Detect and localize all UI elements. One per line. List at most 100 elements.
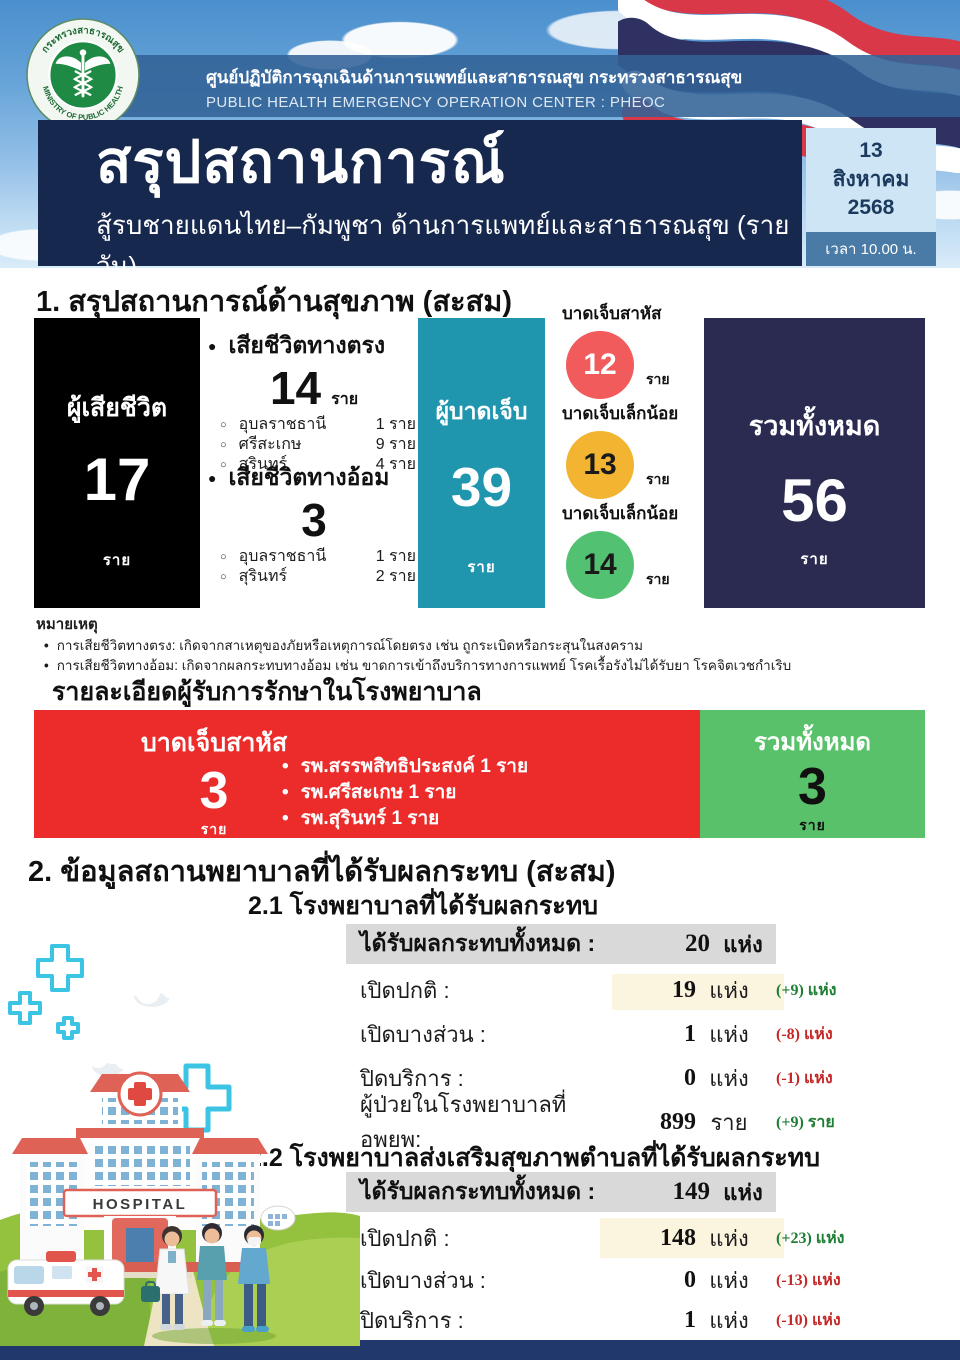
severe-label: บาดเจ็บสาหัส	[140, 729, 288, 757]
treated-total-value: 3	[798, 758, 827, 816]
deaths-value: 17	[83, 446, 151, 513]
caduceus-snakes	[72, 69, 94, 97]
injured-value: 39	[450, 456, 513, 518]
injured-label: ผู้บาดเจ็บ	[435, 398, 528, 424]
indirect-deaths-group: เสียชีวิตทางอ้อม 3 อุบลราชธานี1 ราย สุริ…	[208, 460, 420, 586]
injured-unit: ราย	[467, 559, 496, 576]
deaths-label: ผู้เสียชีวิต	[66, 394, 168, 422]
deaths-stat-box: ผู้เสียชีวิต 17 ราย	[34, 318, 200, 608]
hospital-item: รพ.ศรีสะเกษ 1 ราย	[282, 780, 528, 806]
report-title: สรุปสถานการณ์	[96, 130, 506, 195]
red-cross-emblem	[117, 1071, 163, 1117]
row-highlight	[600, 1218, 784, 1258]
injury-severe-block: บาดเจ็บสาหัส 12 ราย	[556, 300, 706, 399]
direct-deaths-number: 14	[269, 362, 322, 414]
injury-severe-unit: ราย	[646, 371, 670, 387]
injury-minor-block: บาดเจ็บเล็กน้อย 14 ราย	[556, 500, 706, 599]
severe-unit: ราย	[200, 821, 228, 837]
patient-figure	[238, 1225, 270, 1332]
note-item: การเสียชีวิตทางตรง: เกิดจากสาเหตุของภัยห…	[36, 636, 936, 656]
hospital-item: รพ.สุรินทร์ 1 ราย	[282, 806, 528, 832]
severe-hospital-list: รพ.สรรพสิทธิประสงค์ 1 ราย รพ.ศรีสะเกษ 1 …	[282, 754, 528, 832]
hill-back	[0, 1206, 360, 1346]
change-badge: (-10) แห่ง	[776, 1311, 841, 1329]
notes: หมายเหตุ การเสียชีวิตทางตรง: เกิดจากสาเห…	[36, 612, 936, 677]
table-row: เปิดบางส่วน : 0 แห่ง (-13) แห่ง	[346, 1262, 906, 1298]
injured-stat-box: ผู้บาดเจ็บ 39 ราย	[418, 318, 545, 608]
date-month: สิงหาคม	[832, 167, 910, 191]
total-unit: ราย	[800, 551, 829, 568]
table2-header-value: 149	[672, 1178, 711, 1205]
injury-moderate-circle: 13	[566, 431, 634, 499]
table-row: เปิดปกติ : 148 แห่ง (+23) แห่ง	[346, 1220, 906, 1256]
table-row: ปิดบริการ : 1 แห่ง (-10) แห่ง	[346, 1302, 906, 1338]
footer-bar	[0, 1340, 960, 1360]
change-badge: (+23) แห่ง	[776, 1229, 845, 1247]
date-day: 13	[859, 139, 883, 163]
report-date: 13 สิงหาคม 2568	[806, 128, 936, 232]
province-row: อุบลราชธานี1 ราย	[220, 416, 420, 434]
org-name-thai: ศูนย์ปฏิบัติการฉุกเฉินด้านการแพทย์และสาธ…	[206, 68, 743, 87]
indirect-deaths-label: เสียชีวิตทางอ้อม	[208, 460, 420, 496]
table2-header-label: ได้รับผลกระทบทั้งหมด :	[360, 1178, 596, 1204]
total-value: 56	[781, 467, 848, 534]
table2-heading: 2.2 โรงพยาบาลส่งเสริมสุขภาพตำบลที่ได้รับ…	[248, 1144, 821, 1172]
change-badge: (-1) แห่ง	[776, 1069, 833, 1087]
treated-total-banner: รวมทั้งหมด 3 ราย	[700, 710, 925, 838]
injury-moderate-block: บาดเจ็บเล็กน้อย 13 ราย	[556, 400, 706, 499]
direct-deaths-unit: ราย	[331, 391, 359, 408]
table-row: ผู้ป่วยในโรงพยาบาลที่อพยพ: 899 ราย (+9) …	[346, 1092, 906, 1152]
table1-header-label: ได้รับผลกระทบทั้งหมด :	[360, 930, 596, 956]
direct-deaths-group: เสียชีวิตทางตรง 14 ราย อุบลราชธานี1 ราย ศ…	[208, 328, 420, 474]
deaths-unit: ราย	[102, 552, 132, 569]
injury-severe-label: บาดเจ็บสาหัส	[562, 304, 662, 323]
notes-title: หมายเหตุ	[36, 616, 98, 633]
doctor-figure	[141, 1226, 190, 1330]
hill-front	[0, 1261, 150, 1346]
indirect-deaths-value: 3	[301, 494, 327, 546]
direct-deaths-value: 14 ราย	[208, 364, 420, 412]
pheoc-banner: ศูนย์ปฏิบัติการฉุกเฉินด้านการแพทย์และสาธ…	[120, 55, 960, 117]
walkway	[144, 1264, 214, 1346]
change-badge: (-13) แห่ง	[776, 1271, 841, 1289]
title-banner: สรุปสถานการณ์ สู้รบชายแดนไทย–กัมพูชา ด้า…	[38, 120, 802, 268]
injury-minor-label: บาดเจ็บเล็กน้อย	[562, 504, 679, 523]
table-row: เปิดบางส่วน : 1 แห่ง (-8) แห่ง	[346, 1016, 906, 1052]
hospital-sign: HOSPITAL	[93, 1196, 188, 1213]
date-box: 13 สิงหาคม 2568 เวลา 10.00 น.	[806, 128, 936, 266]
hospital-detail-heading: รายละเอียดผู้รับการรักษาในโรงพยาบาล	[52, 678, 482, 706]
table2-header-row: ได้รับผลกระทบทั้งหมด : 149 แห่ง	[346, 1172, 776, 1212]
table-row: ปิดบริการ : 0 แห่ง (-1) แห่ง	[346, 1060, 906, 1096]
table1-header-row: ได้รับผลกระทบทั้งหมด : 20 แห่ง	[346, 924, 776, 964]
treated-total-label: รวมทั้งหมด	[754, 729, 871, 756]
table1-header-unit: แห่ง	[723, 931, 763, 957]
injury-minor-circle: 14	[566, 531, 634, 599]
header-sky: ศูนย์ปฏิบัติการฉุกเฉินด้านการแพทย์และสาธ…	[0, 0, 960, 268]
table1-heading: 2.1 โรงพยาบาลที่ได้รับผลกระทบ	[248, 892, 599, 920]
total-stat-box: รวมทั้งหมด 56 ราย	[704, 318, 925, 608]
org-name-english: PUBLIC HEALTH EMERGENCY OPERATION CENTER…	[206, 94, 666, 111]
change-badge: (+9) ราย	[776, 1113, 835, 1131]
table2-header-unit: แห่ง	[723, 1179, 763, 1205]
hospital-item: รพ.สรรพสิทธิประสงค์ 1 ราย	[282, 754, 528, 780]
indirect-deaths-provinces: อุบลราชธานี1 ราย สุรินทร์2 ราย	[208, 548, 420, 586]
speech-bubble-icon	[260, 1205, 296, 1231]
change-badge: (-8) แห่ง	[776, 1025, 833, 1043]
ambulance	[7, 1251, 125, 1316]
row-highlight	[612, 974, 784, 1010]
hospital-illustration: HOSPITAL	[0, 944, 360, 1346]
note-item: การเสียชีวิตทางอ้อม: เกิดจากผลกระทบทางอ้…	[36, 656, 936, 676]
nurse-figure	[197, 1223, 227, 1326]
province-row: อุบลราชธานี1 ราย	[220, 548, 420, 566]
report-time: เวลา 10.00 น.	[806, 232, 936, 266]
table-row: เปิดปกติ : 19 แห่ง (+9) แห่ง	[346, 972, 906, 1008]
change-badge: (+9) แห่ง	[776, 981, 837, 999]
report-subtitle: สู้รบชายแดนไทย–กัมพูชา ด้านการแพทย์และสา…	[96, 209, 790, 268]
medical-staff-group	[141, 1205, 296, 1344]
treated-total-unit: ราย	[799, 817, 826, 833]
cloud-icon	[88, 966, 183, 1076]
table1-header-value: 20	[685, 930, 710, 957]
ministry-logo: กระทรวงสาธารณสุข MINISTRY OF PUBLIC HEAL…	[26, 18, 140, 132]
